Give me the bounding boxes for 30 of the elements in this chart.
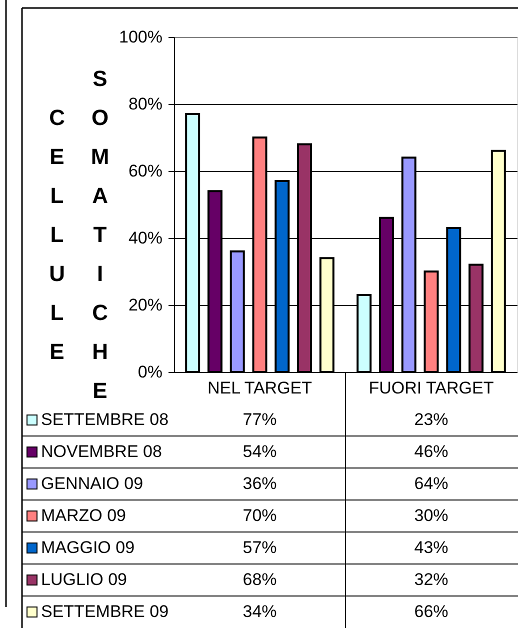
legend-label: MARZO 09 [41, 506, 126, 525]
y-tick-label: 100% [119, 28, 162, 46]
data-label: 77% [242, 410, 277, 429]
data-label: 34% [242, 602, 277, 621]
legend-label: NOVEMBRE 08 [41, 442, 162, 461]
data-label: 30% [414, 506, 448, 525]
y-tick-label: 20% [128, 296, 162, 314]
y-tick-label: 40% [128, 228, 162, 248]
data-label: 70% [242, 506, 277, 525]
data-label: 66% [414, 602, 448, 621]
data-label: 36% [242, 474, 277, 493]
data-label: 43% [414, 538, 448, 557]
x-tick-label: FUORI TARGET [368, 378, 494, 398]
data-label: 23% [414, 410, 448, 429]
data-label: 46% [414, 442, 448, 461]
legend-label: LUGLIO 09 [41, 570, 127, 589]
data-label: 64% [414, 474, 448, 493]
x-tick-label: NEL TARGET [207, 378, 312, 398]
legend-label: GENNAIO 09 [41, 474, 144, 493]
y-tick-label: 0% [138, 362, 162, 382]
data-label: 54% [242, 442, 277, 461]
y-tick-label: 80% [128, 94, 162, 114]
y-tick-label: 60% [128, 162, 162, 180]
data-label: 32% [414, 570, 448, 589]
text: CELLULE SOMATICHE [49, 66, 110, 403]
data-label: 68% [242, 570, 277, 589]
legend-label: MAGGIO 09 [41, 538, 135, 557]
legend-label: SETTEMBRE 09 [41, 602, 169, 621]
data-label: 57% [242, 538, 277, 557]
legend-label: SETTEMBRE 08 [41, 410, 169, 429]
